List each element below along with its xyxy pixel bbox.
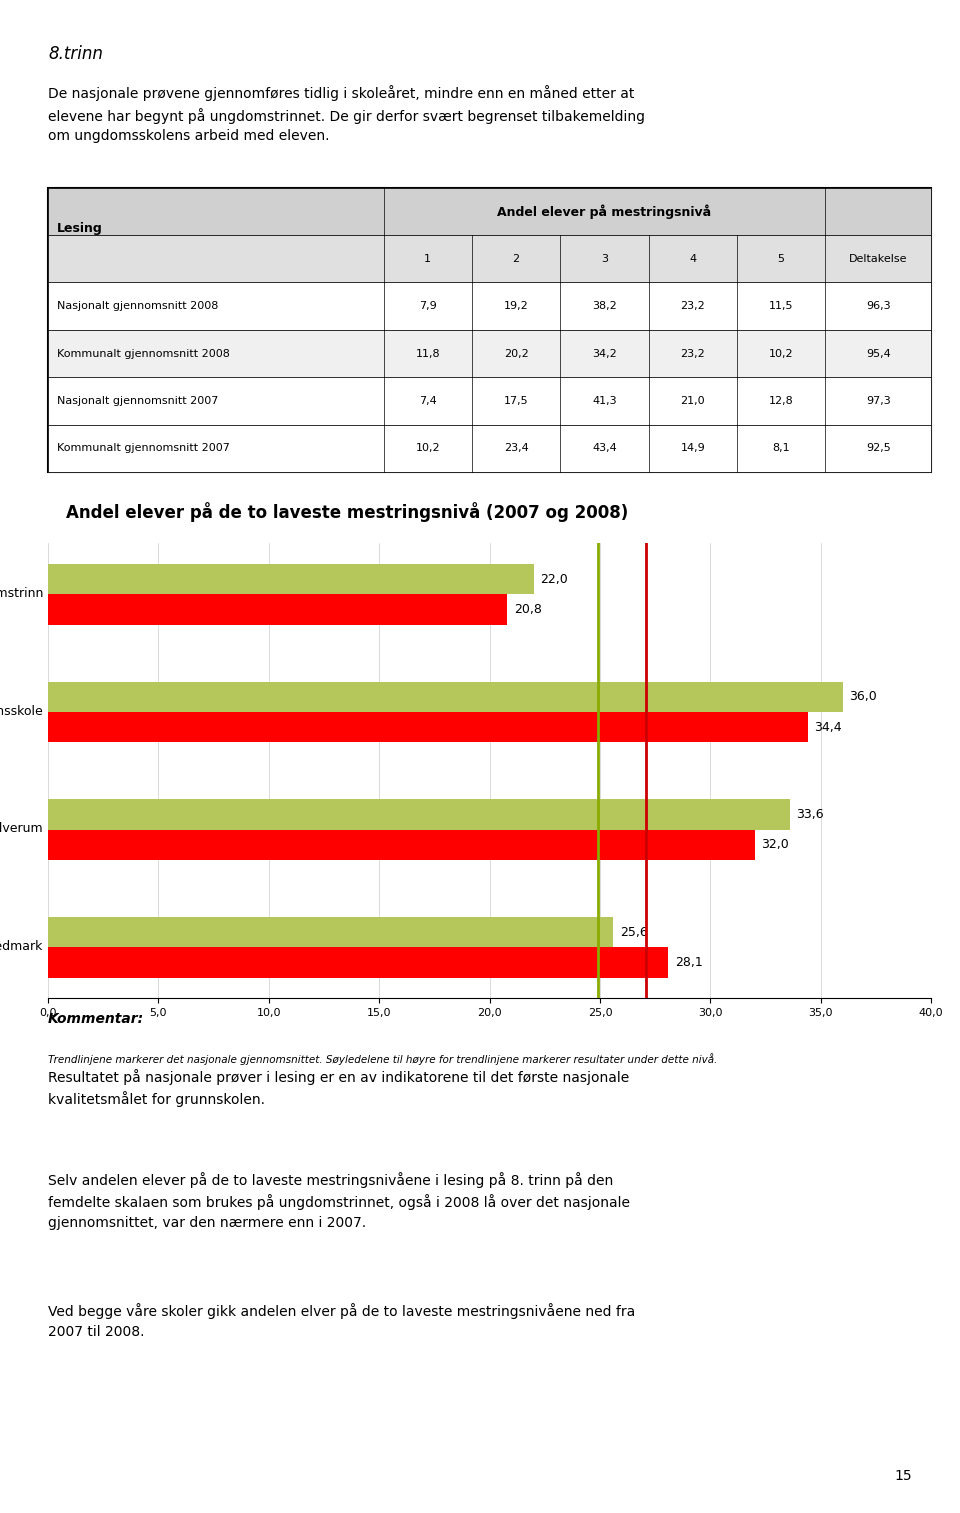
Text: 8.trinn: 8.trinn: [48, 45, 103, 64]
Bar: [48, 917, 613, 947]
Text: 14,9: 14,9: [681, 443, 705, 454]
Text: Resultatet på nasjonale prøver i lesing er en av indikatorene til det første nas: Resultatet på nasjonale prøver i lesing …: [48, 1068, 629, 1108]
Bar: [48, 713, 807, 743]
Bar: [48, 799, 790, 829]
Text: 34,2: 34,2: [592, 348, 616, 359]
Text: Andel elever på mestringsnivå: Andel elever på mestringsnivå: [497, 204, 711, 218]
Bar: [48, 564, 534, 595]
Text: Kommunalt gjennomsnitt 2008: Kommunalt gjennomsnitt 2008: [57, 348, 229, 359]
Text: 21,0: 21,0: [681, 396, 705, 405]
Text: Lesing: Lesing: [57, 222, 103, 235]
Text: Nasjonalt gjennomsnitt 2008: Nasjonalt gjennomsnitt 2008: [57, 301, 218, 312]
Text: 17,5: 17,5: [504, 396, 528, 405]
Bar: [48, 595, 507, 625]
Text: 32,0: 32,0: [761, 838, 789, 852]
Text: 23,4: 23,4: [504, 443, 528, 454]
Text: 7,9: 7,9: [419, 301, 437, 312]
Text: 20,2: 20,2: [504, 348, 528, 359]
Text: Andel elever på de to laveste mestringsnivå (2007 og 2008): Andel elever på de to laveste mestringsn…: [65, 502, 628, 522]
Text: 97,3: 97,3: [866, 396, 891, 405]
Text: 8,1: 8,1: [772, 443, 790, 454]
Text: Selv andelen elever på de to laveste mestringsnivåene i lesing på 8. trinn på de: Selv andelen elever på de to laveste mes…: [48, 1173, 630, 1230]
Text: Kommunalt gjennomsnitt 2007: Kommunalt gjennomsnitt 2007: [57, 443, 229, 454]
Text: 43,4: 43,4: [592, 443, 616, 454]
Text: 36,0: 36,0: [850, 690, 877, 704]
Text: 5: 5: [778, 254, 784, 263]
Text: 20,8: 20,8: [514, 602, 541, 616]
Text: 10,2: 10,2: [416, 443, 440, 454]
Bar: [48, 947, 668, 977]
Text: 23,2: 23,2: [681, 301, 705, 312]
Text: Kommentar:: Kommentar:: [48, 1012, 144, 1026]
Text: 22,0: 22,0: [540, 572, 568, 586]
Text: 92,5: 92,5: [866, 443, 891, 454]
Text: 34,4: 34,4: [814, 720, 842, 734]
Text: 19,2: 19,2: [504, 301, 528, 312]
Text: 25,6: 25,6: [620, 926, 648, 938]
Text: 12,8: 12,8: [769, 396, 793, 405]
Text: 23,2: 23,2: [681, 348, 705, 359]
Text: 38,2: 38,2: [592, 301, 616, 312]
Text: 4: 4: [689, 254, 696, 263]
Text: 1: 1: [424, 254, 431, 263]
Text: 10,2: 10,2: [769, 348, 793, 359]
Bar: [48, 681, 843, 713]
Text: 33,6: 33,6: [797, 808, 824, 822]
Text: 41,3: 41,3: [592, 396, 616, 405]
Text: 11,5: 11,5: [769, 301, 793, 312]
Text: Trendlinjene markerer det nasjonale gjennomsnittet. Søyledelene til høyre for tr: Trendlinjene markerer det nasjonale gjen…: [48, 1053, 717, 1065]
Text: 15: 15: [895, 1469, 912, 1483]
Text: 3: 3: [601, 254, 608, 263]
Text: 28,1: 28,1: [675, 956, 703, 968]
Text: 96,3: 96,3: [866, 301, 891, 312]
Text: 7,4: 7,4: [419, 396, 437, 405]
Text: De nasjonale prøvene gjennomføres tidlig i skoleåret, mindre enn en måned etter : De nasjonale prøvene gjennomføres tidlig…: [48, 85, 645, 144]
Text: 2: 2: [513, 254, 519, 263]
Text: Nasjonalt gjennomsnitt 2007: Nasjonalt gjennomsnitt 2007: [57, 396, 218, 405]
Text: Ved begge våre skoler gikk andelen elver på de to laveste mestringsnivåene ned f: Ved begge våre skoler gikk andelen elver…: [48, 1303, 636, 1339]
Text: 11,8: 11,8: [416, 348, 440, 359]
Bar: [48, 829, 755, 859]
Text: 95,4: 95,4: [866, 348, 891, 359]
Text: Deltakelse: Deltakelse: [849, 254, 907, 263]
